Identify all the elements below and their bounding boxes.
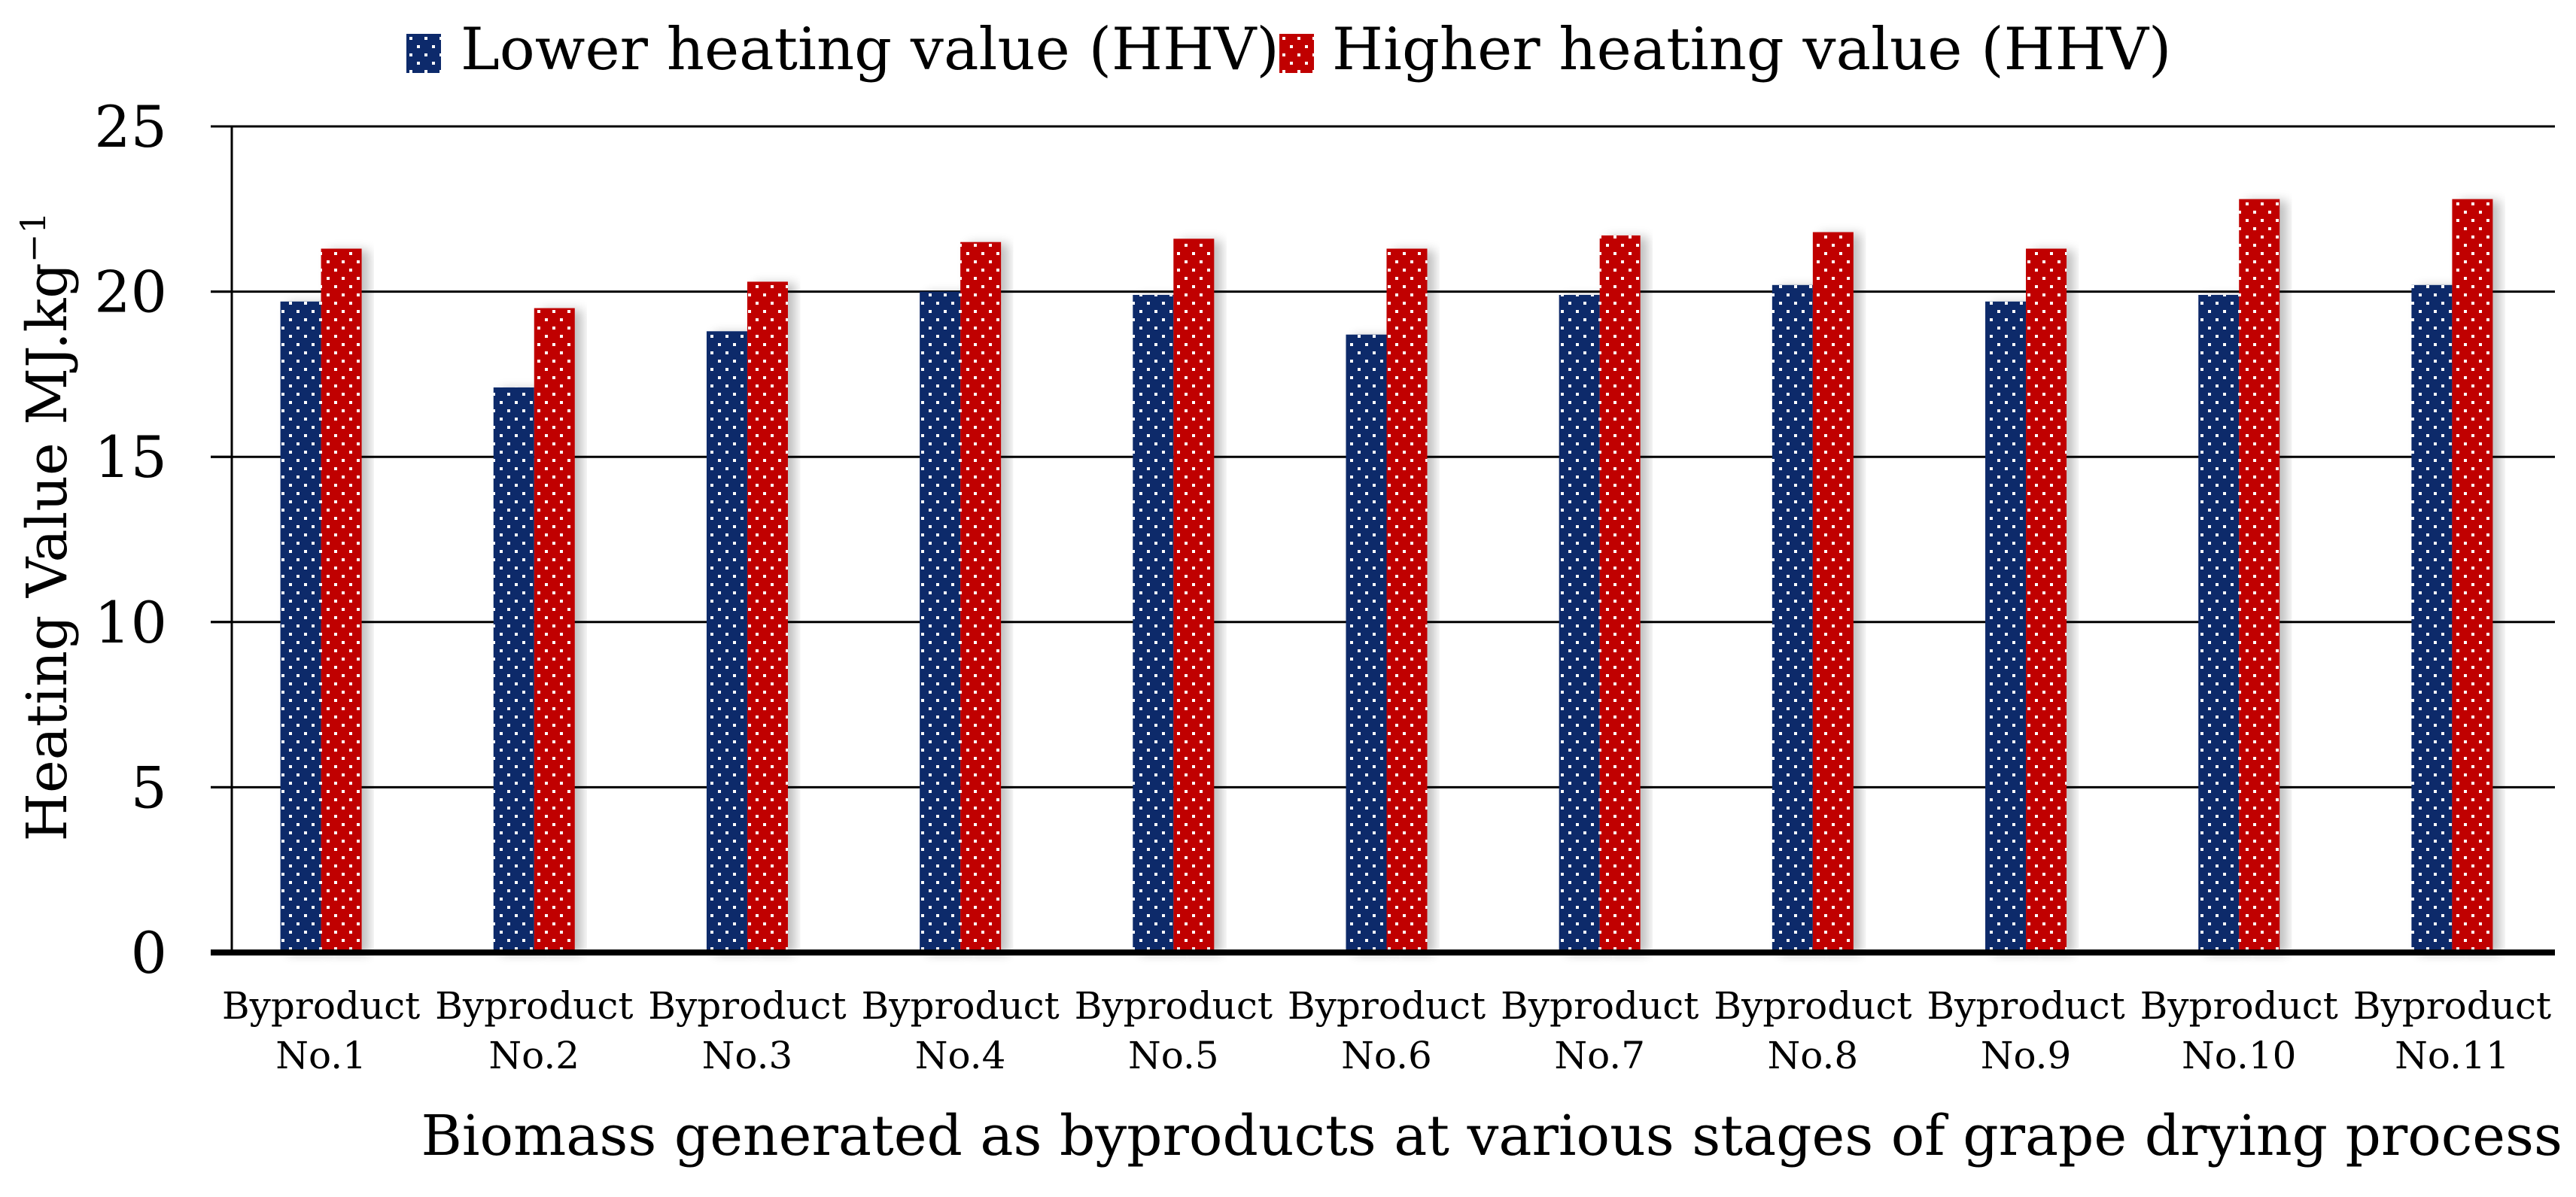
x-tick-label-line2: No.11 <box>2395 1034 2510 1077</box>
bar-lhv-5 <box>1133 294 1174 952</box>
bar-lhv-7 <box>1559 294 1600 952</box>
bar-hhv-10 <box>2239 199 2280 952</box>
bar-hhv-7 <box>1599 235 1641 952</box>
x-axis-title: Biomass generated as byproducts at vario… <box>421 1104 2563 1168</box>
y-tick-label: 5 <box>131 754 167 821</box>
x-tick-label-line1: Byproduct <box>1288 984 1486 1028</box>
bar-lhv-4 <box>920 291 961 953</box>
x-tick-label-line1: Byproduct <box>222 984 420 1028</box>
x-tick-label-line2: No.9 <box>1981 1034 2072 1077</box>
x-tick-label-line1: Byproduct <box>2140 984 2338 1028</box>
x-tick-label-line2: No.7 <box>1554 1034 1645 1077</box>
y-axis-title-superscript: −1 <box>13 211 53 263</box>
x-tick-label-line2: No.10 <box>2182 1034 2297 1077</box>
bar-hhv-5 <box>1173 238 1215 952</box>
x-tick-label-line1: Byproduct <box>2353 984 2551 1028</box>
x-tick-label-line1: Byproduct <box>648 984 846 1028</box>
bar-lhv-9 <box>1985 301 2027 952</box>
x-tick-label-line2: No.3 <box>702 1034 793 1077</box>
bar-hhv-6 <box>1386 248 1428 952</box>
bars <box>280 199 2493 953</box>
y-tick-label: 25 <box>94 93 167 160</box>
legend-swatch-hhv <box>1279 34 1314 73</box>
y-tick-label: 0 <box>131 919 167 986</box>
x-tick-label-line1: Byproduct <box>1927 984 2124 1028</box>
bar-lhv-8 <box>1772 284 1813 952</box>
bar-hhv-8 <box>1812 232 1854 952</box>
y-tick-label: 15 <box>94 424 167 491</box>
x-tick-label-line1: Byproduct <box>435 984 633 1028</box>
bar-lhv-2 <box>493 387 534 952</box>
bar-lhv-6 <box>1346 334 1387 952</box>
bar-hhv-11 <box>2452 199 2493 952</box>
x-tick-label-line2: No.5 <box>1128 1034 1219 1077</box>
legend-item-lhv: Lower heating value (HHV) <box>406 16 1279 84</box>
bar-lhv-3 <box>706 331 747 953</box>
y-axis-title-main: Heating Value MJ.kg <box>15 263 80 841</box>
legend-label-lhv: Lower heating value (HHV) <box>461 16 1279 84</box>
x-tick-label-line2: No.1 <box>275 1034 366 1077</box>
y-tick-label: 10 <box>94 589 167 656</box>
x-tick-label-line2: No.2 <box>488 1034 579 1077</box>
x-tick-label-line2: No.6 <box>1341 1034 1432 1077</box>
bar-hhv-2 <box>534 308 575 952</box>
bar-lhv-1 <box>280 301 321 952</box>
legend-swatch-lhv <box>406 34 441 73</box>
x-tick-label-line1: Byproduct <box>861 984 1059 1028</box>
axes: 0 5 10 15 20 25 Byproduct No.1 Byproduct No.2 Bypr… <box>94 93 2555 1077</box>
y-axis-title: Heating Value MJ.kg−1 <box>13 211 80 841</box>
bar-hhv-1 <box>321 248 362 952</box>
legend-label-hhv: Higher heating value (HHV) <box>1332 16 2171 84</box>
x-tick-label-line1: Byproduct <box>1501 984 1699 1028</box>
x-tick-label-line2: No.4 <box>915 1034 1006 1077</box>
legend: Lower heating value (HHV) Higher heating… <box>406 16 2171 84</box>
bar-hhv-4 <box>960 242 1002 953</box>
x-tick-label-line2: No.8 <box>1768 1034 1859 1077</box>
bar-lhv-10 <box>2198 294 2240 952</box>
bar-hhv-3 <box>747 281 788 952</box>
y-tick-label: 20 <box>94 259 167 326</box>
x-tick-label-line1: Byproduct <box>1075 984 1273 1028</box>
x-tick-label-line1: Byproduct <box>1714 984 1911 1028</box>
bar-hhv-9 <box>2026 248 2067 952</box>
bar-lhv-11 <box>2411 284 2453 952</box>
legend-item-hhv: Higher heating value (HHV) <box>1279 16 2171 84</box>
